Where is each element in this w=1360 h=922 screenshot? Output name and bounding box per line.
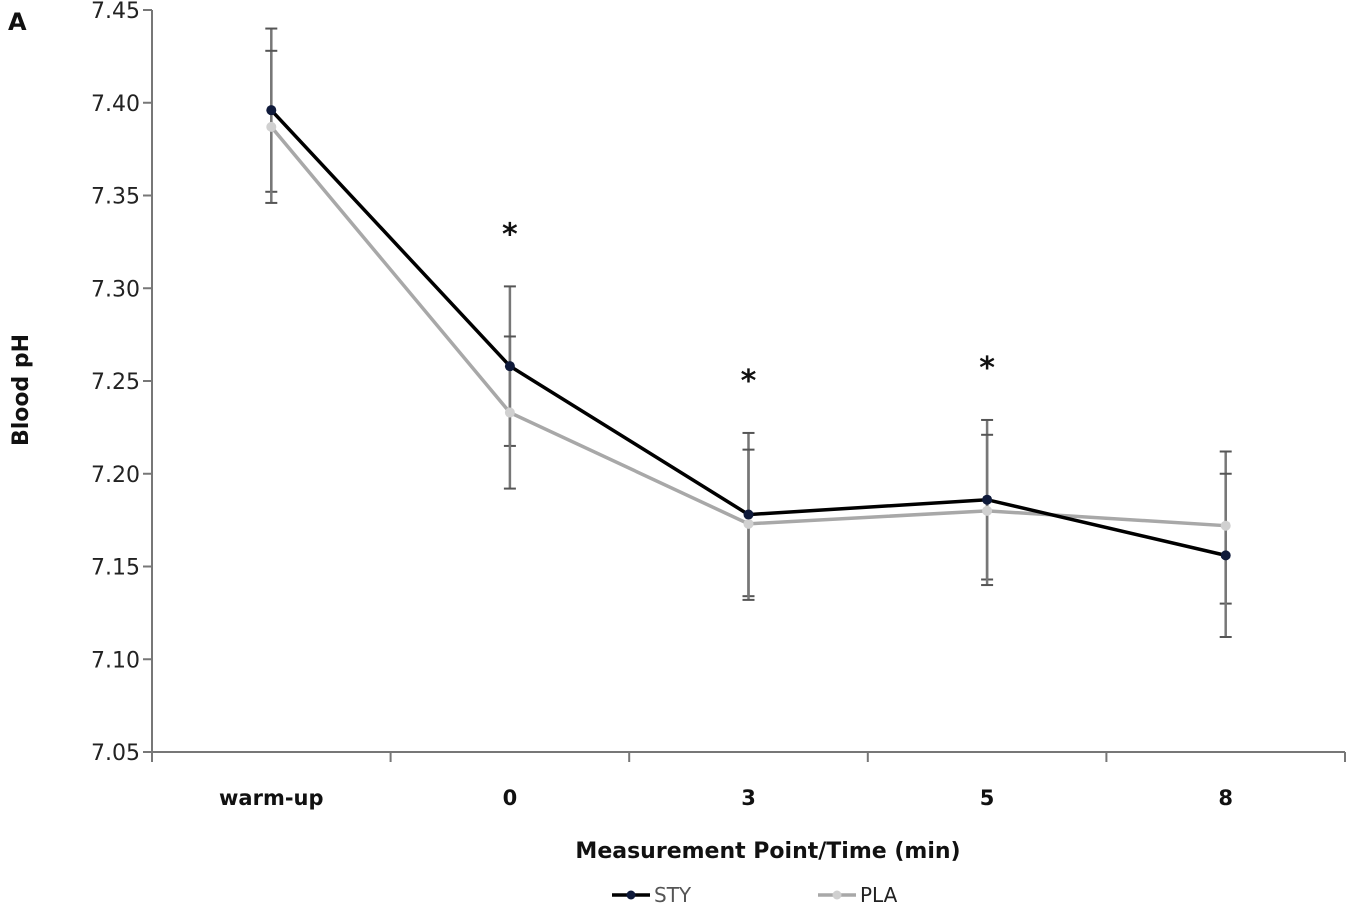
significance-marker: * [502,217,518,252]
y-tick-label: 7.40 [91,92,140,117]
x-axis: warm-up 0 3 5 8 [151,751,1346,810]
x-tick-label: 0 [503,786,518,810]
y-tick-label: 7.05 [91,741,140,766]
x-tick-label: warm-up [219,786,324,810]
data-point-pla [266,121,277,132]
y-tick-label: 7.30 [91,277,140,302]
data-point-sty [982,494,993,505]
data-point-sty [743,509,754,520]
legend-marker-sty [626,890,636,900]
series-lines [266,105,1231,561]
y-tick-label: 7.20 [91,463,140,488]
y-tick-label: 7.35 [91,185,140,210]
legend-label-pla: PLA [860,883,898,907]
data-point-pla [504,407,515,418]
error-bars [265,27,1232,638]
significance-marker: * [979,351,995,386]
y-tick-label: 7.45 [91,0,140,24]
annotations: * * * [502,217,995,399]
data-point-sty [1220,550,1231,561]
significance-marker: * [741,364,757,399]
legend: STY PLA [612,883,898,907]
x-tick-label: 5 [980,786,995,810]
data-point-sty [504,361,515,372]
legend-marker-pla [832,890,842,900]
panel-label: A [8,8,27,36]
x-axis-title: Measurement Point/Time (min) [575,839,960,864]
x-tick-label: 8 [1218,786,1233,810]
data-point-pla [1220,520,1231,531]
legend-label-sty: STY [654,883,692,907]
y-tick-label: 7.15 [91,556,140,581]
data-point-pla [743,518,754,529]
y-axis-title: Blood pH [9,334,34,446]
y-tick-label: 7.10 [91,648,140,673]
data-point-sty [266,105,277,116]
y-tick-label: 7.25 [91,370,140,395]
y-axis: 7.05 7.10 7.15 7.20 7.25 7.30 7.35 7.40 7.45 [91,0,153,766]
data-point-pla [982,505,993,516]
x-tick-label: 3 [741,786,756,810]
